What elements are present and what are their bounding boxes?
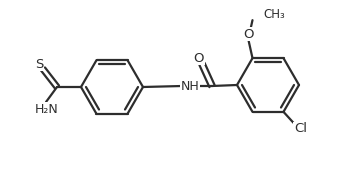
Text: Cl: Cl — [294, 122, 307, 135]
Text: NH: NH — [181, 79, 199, 93]
Text: O: O — [243, 28, 254, 41]
Text: H₂N: H₂N — [35, 102, 59, 116]
Text: S: S — [35, 57, 43, 70]
Text: CH₃: CH₃ — [263, 8, 285, 21]
Text: O: O — [194, 51, 204, 65]
